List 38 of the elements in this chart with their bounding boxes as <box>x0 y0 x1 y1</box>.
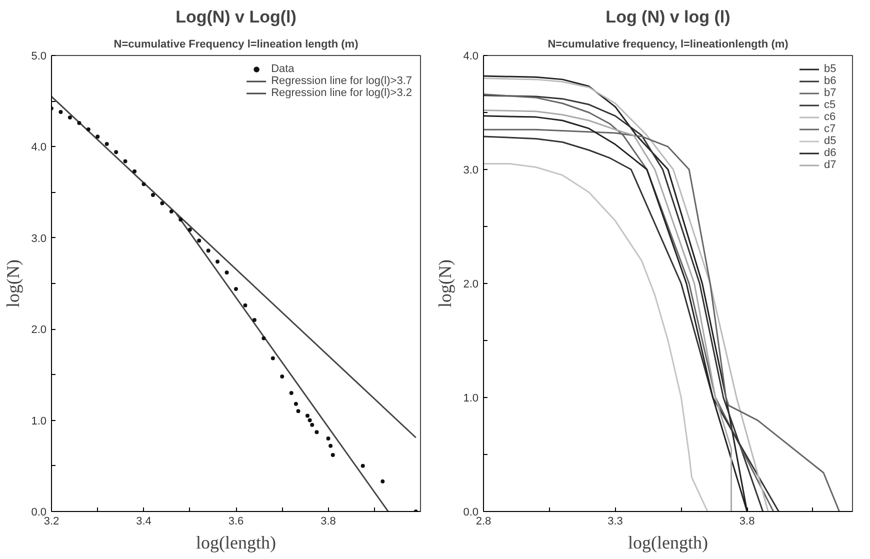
legend-label: b5 <box>824 63 838 75</box>
y-tick-label: 1.0 <box>463 392 479 404</box>
y-tick-label: 4.0 <box>463 50 479 62</box>
legend-label: Regression line for log(l)>3.7 <box>271 75 412 87</box>
chart-title: Log(N) v Log(l) <box>176 8 296 26</box>
y-tick-label: 3.0 <box>463 164 479 176</box>
y-tick-label: 4.0 <box>31 142 47 154</box>
y-axis-title: log(N) <box>3 259 24 308</box>
legend-label: c7 <box>824 123 837 135</box>
y-tick-label: 3.0 <box>31 232 47 245</box>
chart-subtitle: N=cumulative frequency, l=lineationlength (m) <box>548 38 789 50</box>
x-tick-label: 3.3 <box>608 516 623 528</box>
x-tick-label: 3.6 <box>228 516 244 528</box>
x-tick-label: 2.8 <box>476 516 492 528</box>
x-axis-title: log(length) <box>196 532 276 552</box>
legend-label: Regression line for log(l)>3.2 <box>271 87 412 99</box>
legend-label: d7 <box>824 159 838 171</box>
y-tick-label: 2.0 <box>31 324 47 336</box>
x-tick-label: 3.8 <box>320 516 336 528</box>
y-tick-label: 1.0 <box>31 415 47 428</box>
x-tick-label: 3.8 <box>739 516 755 528</box>
legend-label: c5 <box>824 99 837 111</box>
legend-label: b6 <box>824 75 838 87</box>
legend-label: Data <box>271 63 294 75</box>
y-axis-title: log(N) <box>435 259 456 308</box>
chart-title: Log (N) v log (l) <box>606 8 730 26</box>
y-tick-label: 0.0 <box>31 506 47 518</box>
legend-label: d6 <box>824 147 838 159</box>
x-tick-label: 3.4 <box>136 516 152 528</box>
y-tick-label: 2.0 <box>463 278 479 290</box>
legend-label: b7 <box>824 87 838 99</box>
legend-label: c6 <box>824 111 837 123</box>
y-tick-label: 0.0 <box>463 506 479 518</box>
chart-subtitle: N=cumulative Frequency l=lineation length (m) <box>114 38 359 50</box>
x-tick-label: 3.2 <box>44 516 60 528</box>
y-tick-label: 5.0 <box>31 50 47 62</box>
legend-label: d5 <box>824 135 838 147</box>
x-axis-title: log(length) <box>628 532 708 552</box>
